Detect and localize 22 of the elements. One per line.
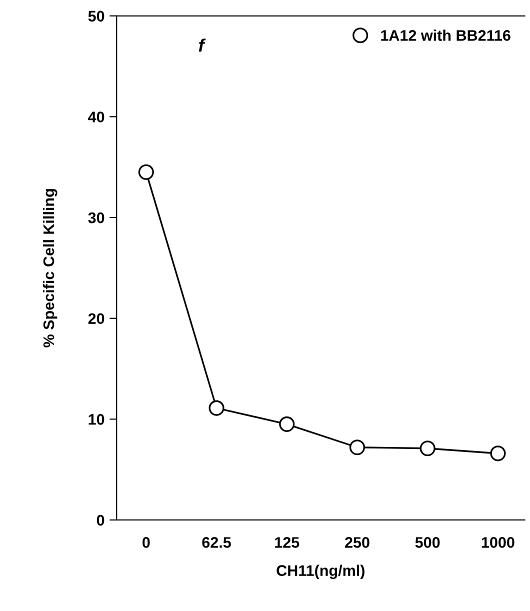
point <box>279 416 295 432</box>
x-tick-label: 0 <box>142 537 150 548</box>
point <box>138 164 154 180</box>
y-tick-label: 30 <box>88 212 104 224</box>
x-tick-label: 250 <box>345 537 370 548</box>
x-tick-label: 62.5 <box>202 537 231 548</box>
x-tick-label: 125 <box>275 537 300 548</box>
x-tick-label: 500 <box>415 537 440 548</box>
point <box>420 440 436 456</box>
annotation: f <box>198 38 206 52</box>
point <box>349 440 366 456</box>
y-tick-label: 50 <box>88 10 104 22</box>
y-axis-title: % Specific Cell Killing <box>42 189 58 348</box>
y-tick-label: 20 <box>88 313 104 324</box>
y-tick-label: 0 <box>96 514 104 526</box>
legend-label: 1A12 with BB2116 <box>381 30 510 41</box>
y-tick-label: 40 <box>88 112 104 122</box>
point <box>490 446 506 462</box>
x-axis-title: CH11(ng/ml) <box>276 564 364 580</box>
y-tick-label: 10 <box>88 414 104 425</box>
x-tick-label: 1000 <box>482 537 514 548</box>
point <box>208 400 224 416</box>
